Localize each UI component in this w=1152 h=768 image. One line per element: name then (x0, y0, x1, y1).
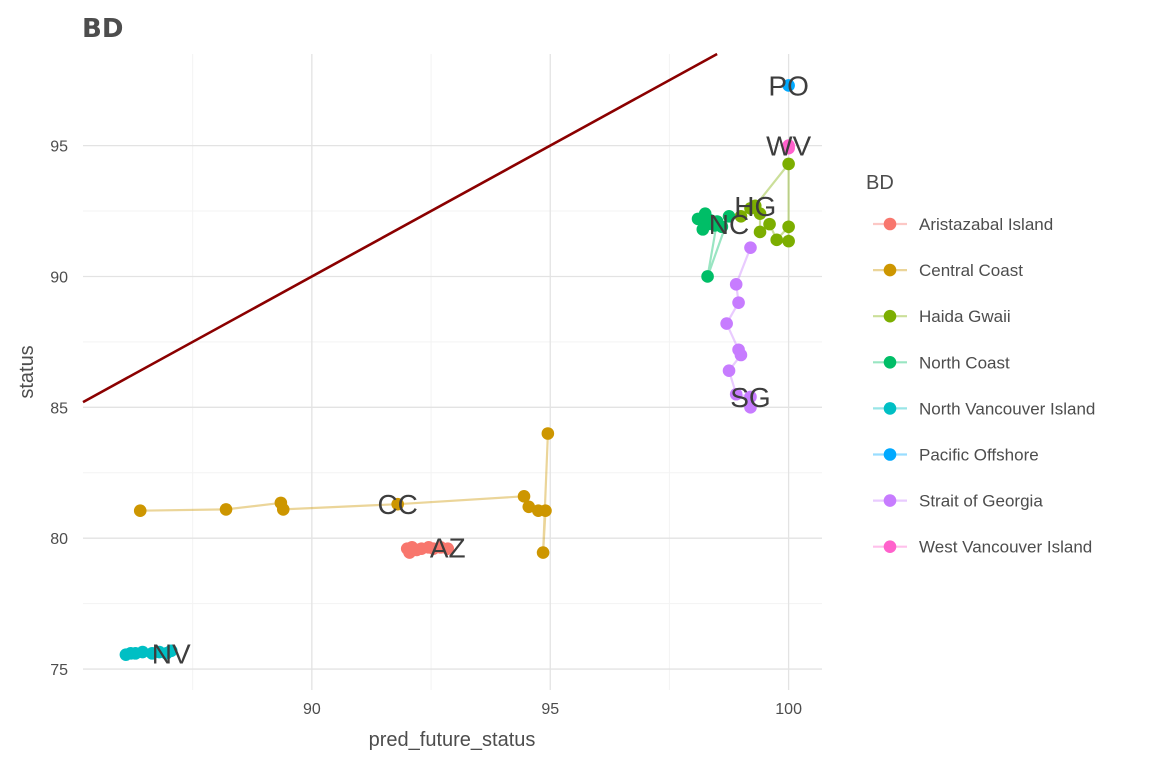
data-point (748, 199, 762, 213)
x-tick-label: 95 (541, 701, 559, 718)
legend-item: Pacific Offshore (873, 446, 1039, 465)
data-point (276, 503, 290, 516)
point-label: PO (768, 70, 808, 101)
y-axis-ticks: 75 80 85 90 95 (50, 139, 68, 679)
legend-label: North Coast (919, 353, 1010, 372)
data-point (441, 542, 455, 555)
point-label: WV (766, 131, 811, 162)
chart-title: BD (82, 14, 123, 44)
series-2 (734, 157, 795, 248)
legend-swatch (883, 217, 897, 231)
series-6 (720, 241, 757, 414)
series-0 (400, 541, 455, 559)
point-label: NV (152, 638, 191, 669)
data-point (517, 490, 531, 503)
data-point (770, 233, 784, 247)
legend-swatch (883, 402, 897, 415)
legend-swatch (883, 448, 897, 461)
x-axis-title: pred_future_status (369, 729, 536, 751)
legend-label: Haida Gwaii (919, 307, 1011, 326)
legend-label: Aristazabal Island (919, 215, 1053, 234)
legend-label: Central Coast (919, 261, 1023, 280)
y-tick-label: 85 (50, 400, 68, 417)
grid (83, 54, 822, 690)
data-point (710, 215, 724, 228)
data-point (763, 217, 776, 231)
legend-swatch (883, 494, 897, 507)
legend-swatch (883, 263, 897, 277)
data-point (734, 348, 748, 362)
data-point (734, 209, 748, 223)
data-point (782, 220, 795, 234)
point-label: HG (734, 191, 776, 222)
series-4 (119, 644, 178, 661)
x-axis-ticks: 90 95 100 (303, 701, 802, 718)
legend: BD Aristazabal Island Central Coast Haida … (866, 172, 1095, 557)
data-point (744, 241, 757, 254)
data-point (732, 296, 745, 309)
data-point (539, 504, 552, 518)
y-axis-title: status (16, 345, 38, 398)
series-1 (133, 427, 555, 559)
data-point (729, 278, 743, 291)
data-point (136, 645, 149, 659)
legend-item: West Vancouver Island (873, 538, 1092, 557)
identity-reference-line (82, 52, 718, 404)
legend-swatch (883, 540, 897, 553)
legend-label: Pacific Offshore (919, 446, 1039, 465)
data-point (782, 141, 795, 155)
data-point (744, 390, 757, 404)
data-point (219, 503, 233, 516)
data-point (391, 497, 404, 511)
point-label: SG (730, 382, 770, 413)
data-point (522, 500, 536, 514)
series-7 (782, 139, 795, 155)
legend-title: BD (866, 172, 894, 194)
legend-label: North Vancouver Island (919, 399, 1095, 418)
legend-item: Aristazabal Island (873, 215, 1053, 234)
point-label: CC (377, 489, 417, 520)
legend-label: Strait of Georgia (919, 492, 1043, 511)
legend-item: Central Coast (873, 261, 1023, 280)
data-point (722, 364, 736, 377)
y-tick-label: 90 (50, 269, 68, 286)
point-label: AZ (430, 532, 466, 563)
data-point (782, 157, 795, 171)
legend-item: Strait of Georgia (873, 492, 1043, 511)
x-tick-label: 100 (775, 701, 802, 718)
legend-item: North Vancouver Island (873, 399, 1095, 418)
data-point (164, 644, 178, 658)
data-point (744, 401, 757, 414)
data-point (722, 209, 736, 223)
reference-line-group (82, 52, 718, 404)
legend-swatch (883, 356, 897, 369)
data-point (536, 546, 550, 559)
point-label: NC (709, 209, 749, 240)
data-point (405, 541, 419, 554)
series-5 (782, 79, 795, 92)
legend-item: North Coast (873, 353, 1010, 372)
series-path (140, 433, 549, 553)
legend-label: West Vancouver Island (919, 538, 1092, 557)
data-point (782, 79, 795, 92)
data-point (701, 270, 714, 283)
data-point (753, 225, 767, 239)
series-group (119, 79, 795, 661)
y-tick-label: 95 (50, 139, 68, 156)
y-tick-label: 75 (50, 662, 68, 679)
data-point (133, 504, 147, 518)
legend-swatch (883, 309, 897, 323)
data-point (541, 427, 555, 440)
legend-item: Haida Gwaii (873, 307, 1011, 326)
data-point (729, 387, 743, 401)
data-point (720, 317, 733, 330)
x-tick-label: 90 (303, 701, 321, 718)
data-point (782, 234, 795, 248)
series-3 (691, 207, 736, 283)
y-tick-label: 80 (50, 531, 68, 548)
